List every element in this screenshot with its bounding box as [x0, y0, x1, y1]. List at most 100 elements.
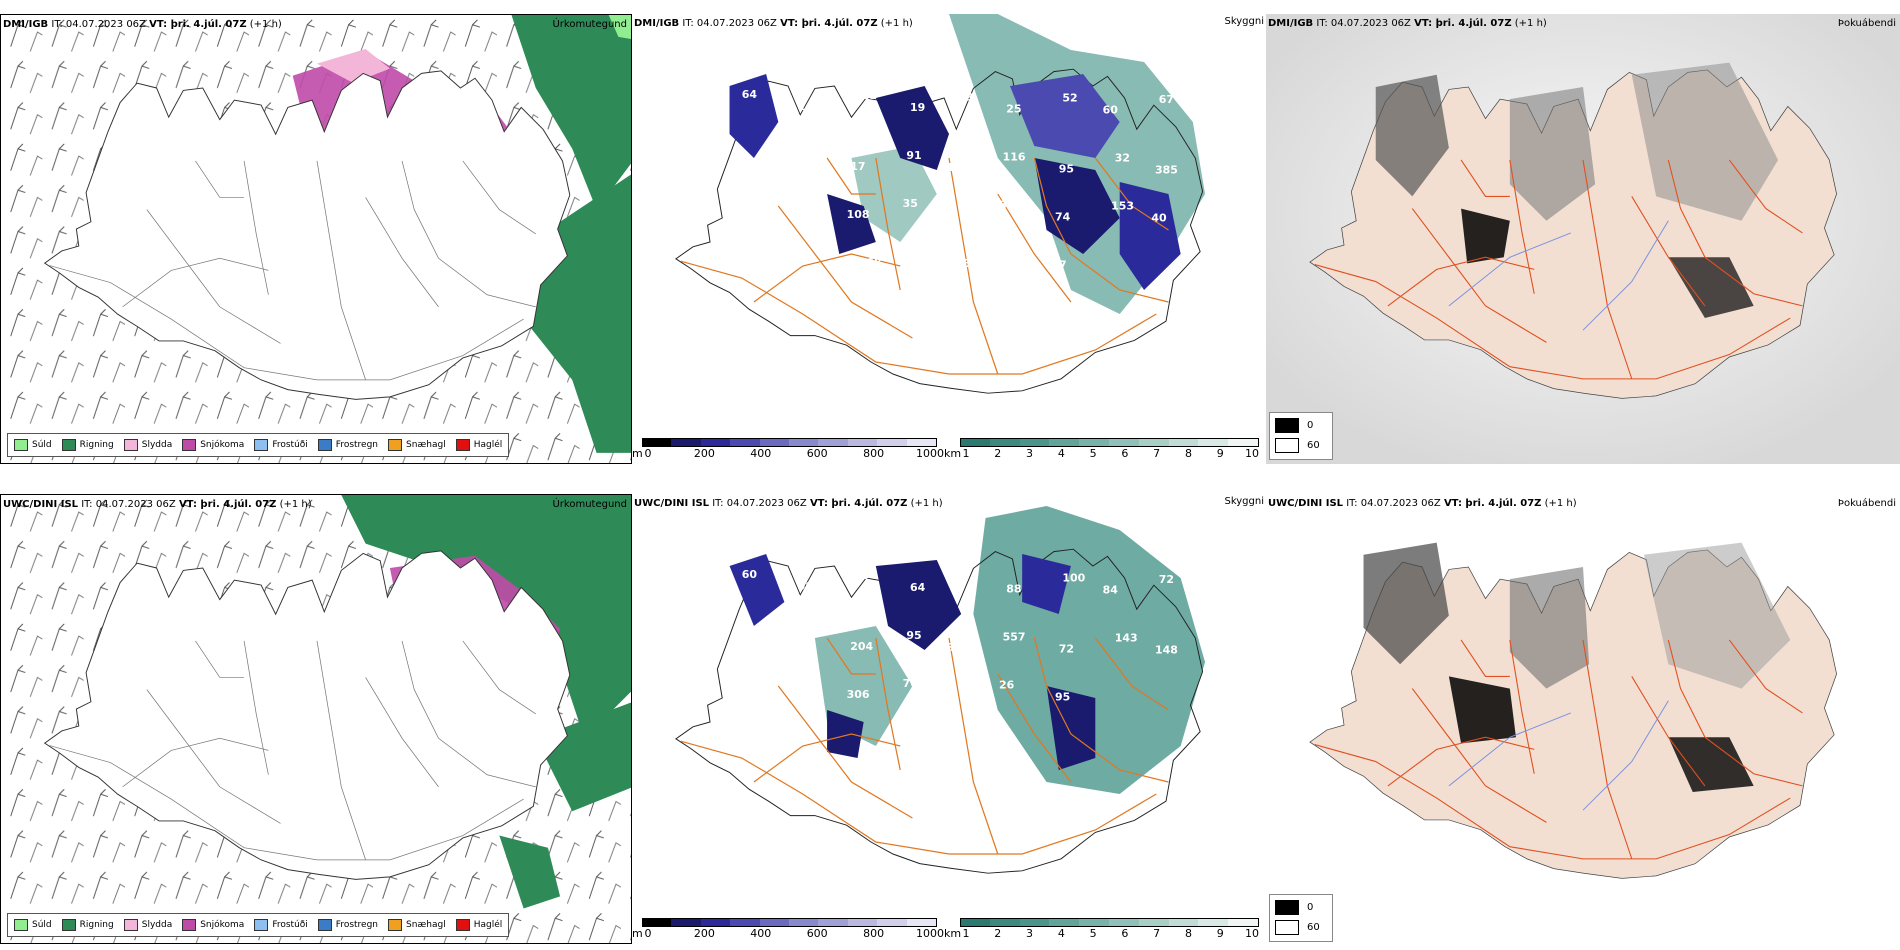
- colorbar-tick-label: 200: [693, 927, 715, 940]
- visibility-map-graphic: 60 98 90 64 76 88 100 84 72 76 225 204 95 348 557 72 143…: [675, 506, 1206, 874]
- colorbar-tick-label: 1: [962, 447, 970, 460]
- fog-legend: 0 60: [1269, 412, 1333, 460]
- ceiling-value-label: 125: [959, 689, 982, 702]
- colorbar-tick-label: 1000: [916, 927, 944, 940]
- colorbar-segment: [877, 438, 908, 447]
- ceiling-value-label: 193: [803, 267, 826, 280]
- ceiling-value-label: 76: [754, 639, 769, 652]
- ceiling-value-label: 76: [950, 570, 965, 583]
- ceiling-value-label: 91: [906, 149, 921, 162]
- colorbar-segment: [960, 438, 992, 447]
- legend-swatch: [14, 919, 28, 931]
- colorbar-segment: [759, 438, 790, 447]
- panel-title: Þokuábendi: [1837, 498, 1896, 509]
- header: DMI/IGB IT: 04.07.2023 06Z VT: þri. 4.jú…: [634, 18, 913, 29]
- legend-label: Snæhagl: [406, 920, 446, 930]
- ceiling-value-label: 148: [1155, 644, 1178, 657]
- legend-label: Haglél: [473, 440, 503, 450]
- colorbar-tick-label: 600: [806, 927, 828, 940]
- colorbar-segment: [1228, 438, 1259, 447]
- legend-label: Snjókoma: [200, 920, 245, 930]
- ceiling-value-label: 123: [750, 207, 773, 220]
- colorbar-segment: [759, 918, 790, 927]
- colorbar-segment: [960, 918, 992, 927]
- colorbar-tick-label: 7: [1153, 927, 1161, 940]
- legend-label: Slydda: [141, 920, 173, 930]
- colorbar-tick-label: 400: [750, 927, 772, 940]
- legend-item: Snæhagl: [388, 439, 446, 451]
- colorbar-segment: [700, 918, 732, 927]
- colorbar-tick-label: 8: [1184, 927, 1192, 940]
- ceiling-value-label: 204: [850, 640, 873, 653]
- colorbar-segment: [1079, 918, 1110, 927]
- colorbar-segment: [1049, 438, 1081, 447]
- colorbar-tick-label: 400: [750, 447, 772, 460]
- precip-legend: Súld Rigning Slydda Snjókoma Frostúði Fr…: [7, 913, 510, 937]
- legend-label: Frostregn: [335, 440, 379, 450]
- ceiling-value-label: 108: [847, 208, 870, 221]
- colorbar-segment: [730, 918, 761, 927]
- visibility-colorbar: km 1 2 3 4 5 6 7 8 9 10: [944, 916, 1264, 944]
- ceiling-value-label: 364: [750, 687, 773, 700]
- ceiling-value-label: 35: [903, 197, 918, 210]
- ceiling-value-label: 557: [1003, 630, 1026, 643]
- fog-legend-item: 0: [1275, 900, 1313, 915]
- colorbar-segment: [989, 918, 1021, 927]
- colorbar-tick-label: 3: [1026, 447, 1034, 460]
- legend-item: Rigning: [61, 439, 114, 451]
- legend-label: Frostúði: [272, 440, 308, 450]
- fog-map-bottom: UWC/DINI ISL IT: 04.07.2023 06Z VT: þri.…: [1266, 494, 1900, 944]
- ceiling-value-label: 72: [1059, 642, 1074, 655]
- fog-legend-item: 60: [1275, 920, 1320, 935]
- ceiling-value-label: 64: [910, 581, 926, 594]
- ceiling-unit: m: [632, 927, 643, 940]
- colorbar-segment: [1168, 918, 1200, 927]
- colorbar-segment: [818, 438, 849, 447]
- visibility-map-top: 64 149 119 19 149 25 52 60 67 63 92 17 91 105 116 95 32 3…: [632, 14, 1266, 464]
- ceiling-value-label: 98: [798, 580, 813, 593]
- header: DMI/IGB IT: 04.07.2023 06Z VT: þri. 4.jú…: [1268, 18, 1547, 29]
- fog-swatch: [1275, 900, 1299, 915]
- colorbar-segment: [906, 918, 937, 927]
- fog-legend-value: 0: [1307, 420, 1314, 431]
- colorbar-segment: [700, 438, 732, 447]
- legend-item: Rigning: [61, 919, 114, 931]
- visibility-map-bottom: 60 98 90 64 76 88 100 84 72 76 225 204 95 348 557 72 143…: [632, 494, 1266, 944]
- ceiling-value-label: 96: [806, 196, 821, 209]
- colorbar-tick-label: 0: [644, 447, 652, 460]
- colorbar-tick-label: 800: [863, 927, 885, 940]
- panel-title: Skyggni: [1224, 16, 1264, 27]
- colorbar-segment: [1198, 918, 1230, 927]
- fog-legend-value: 60: [1307, 922, 1320, 933]
- colorbar-tick-label: 3: [1026, 927, 1034, 940]
- legend-item: Snjókoma: [182, 919, 244, 931]
- header: UWC/DINI ISL IT: 04.07.2023 06Z VT: þri.…: [1268, 498, 1577, 509]
- ceiling-value-label: 40: [1151, 212, 1167, 225]
- colorbar-tick-label: 10: [1245, 927, 1259, 940]
- visibility-map-graphic: 64 149 119 19 149 25 52 60 67 63 92 17 91 105 116 95 32 3…: [675, 14, 1206, 394]
- colorbar-tick-label: 9: [1216, 927, 1224, 940]
- colorbar-segment: [1138, 438, 1170, 447]
- colorbar-tick-label: 800: [863, 447, 885, 460]
- ceiling-colorbar: m 0 200 400 600 800 1000: [632, 436, 944, 464]
- panel-title: Úrkomutegund: [552, 499, 627, 510]
- fog-legend: 0 60: [1269, 894, 1333, 942]
- colorbar-segment: [671, 438, 702, 447]
- colorbar-segment: [1109, 918, 1140, 927]
- legend-swatch: [182, 439, 197, 451]
- colorbar-tick-label: 9: [1216, 447, 1224, 460]
- legend-swatch: [254, 439, 269, 451]
- colorbar-segment: [789, 438, 820, 447]
- colorbar-tick-label: 200: [693, 447, 715, 460]
- ceiling-value-label: 123: [959, 209, 982, 222]
- ceiling-value-label: 67: [1159, 93, 1174, 106]
- ceiling-value-label: 25: [1006, 102, 1021, 115]
- legend-item: Haglél: [455, 439, 503, 451]
- precip-type-map-graphic: [1, 15, 631, 463]
- legend-item: Súld: [14, 439, 52, 451]
- legend-swatch: [254, 919, 269, 931]
- colorbar-tick-label: 600: [806, 447, 828, 460]
- legend-label: Rigning: [79, 920, 114, 930]
- fog-legend-value: 60: [1307, 440, 1320, 451]
- ceiling-value-label: 63: [754, 159, 769, 172]
